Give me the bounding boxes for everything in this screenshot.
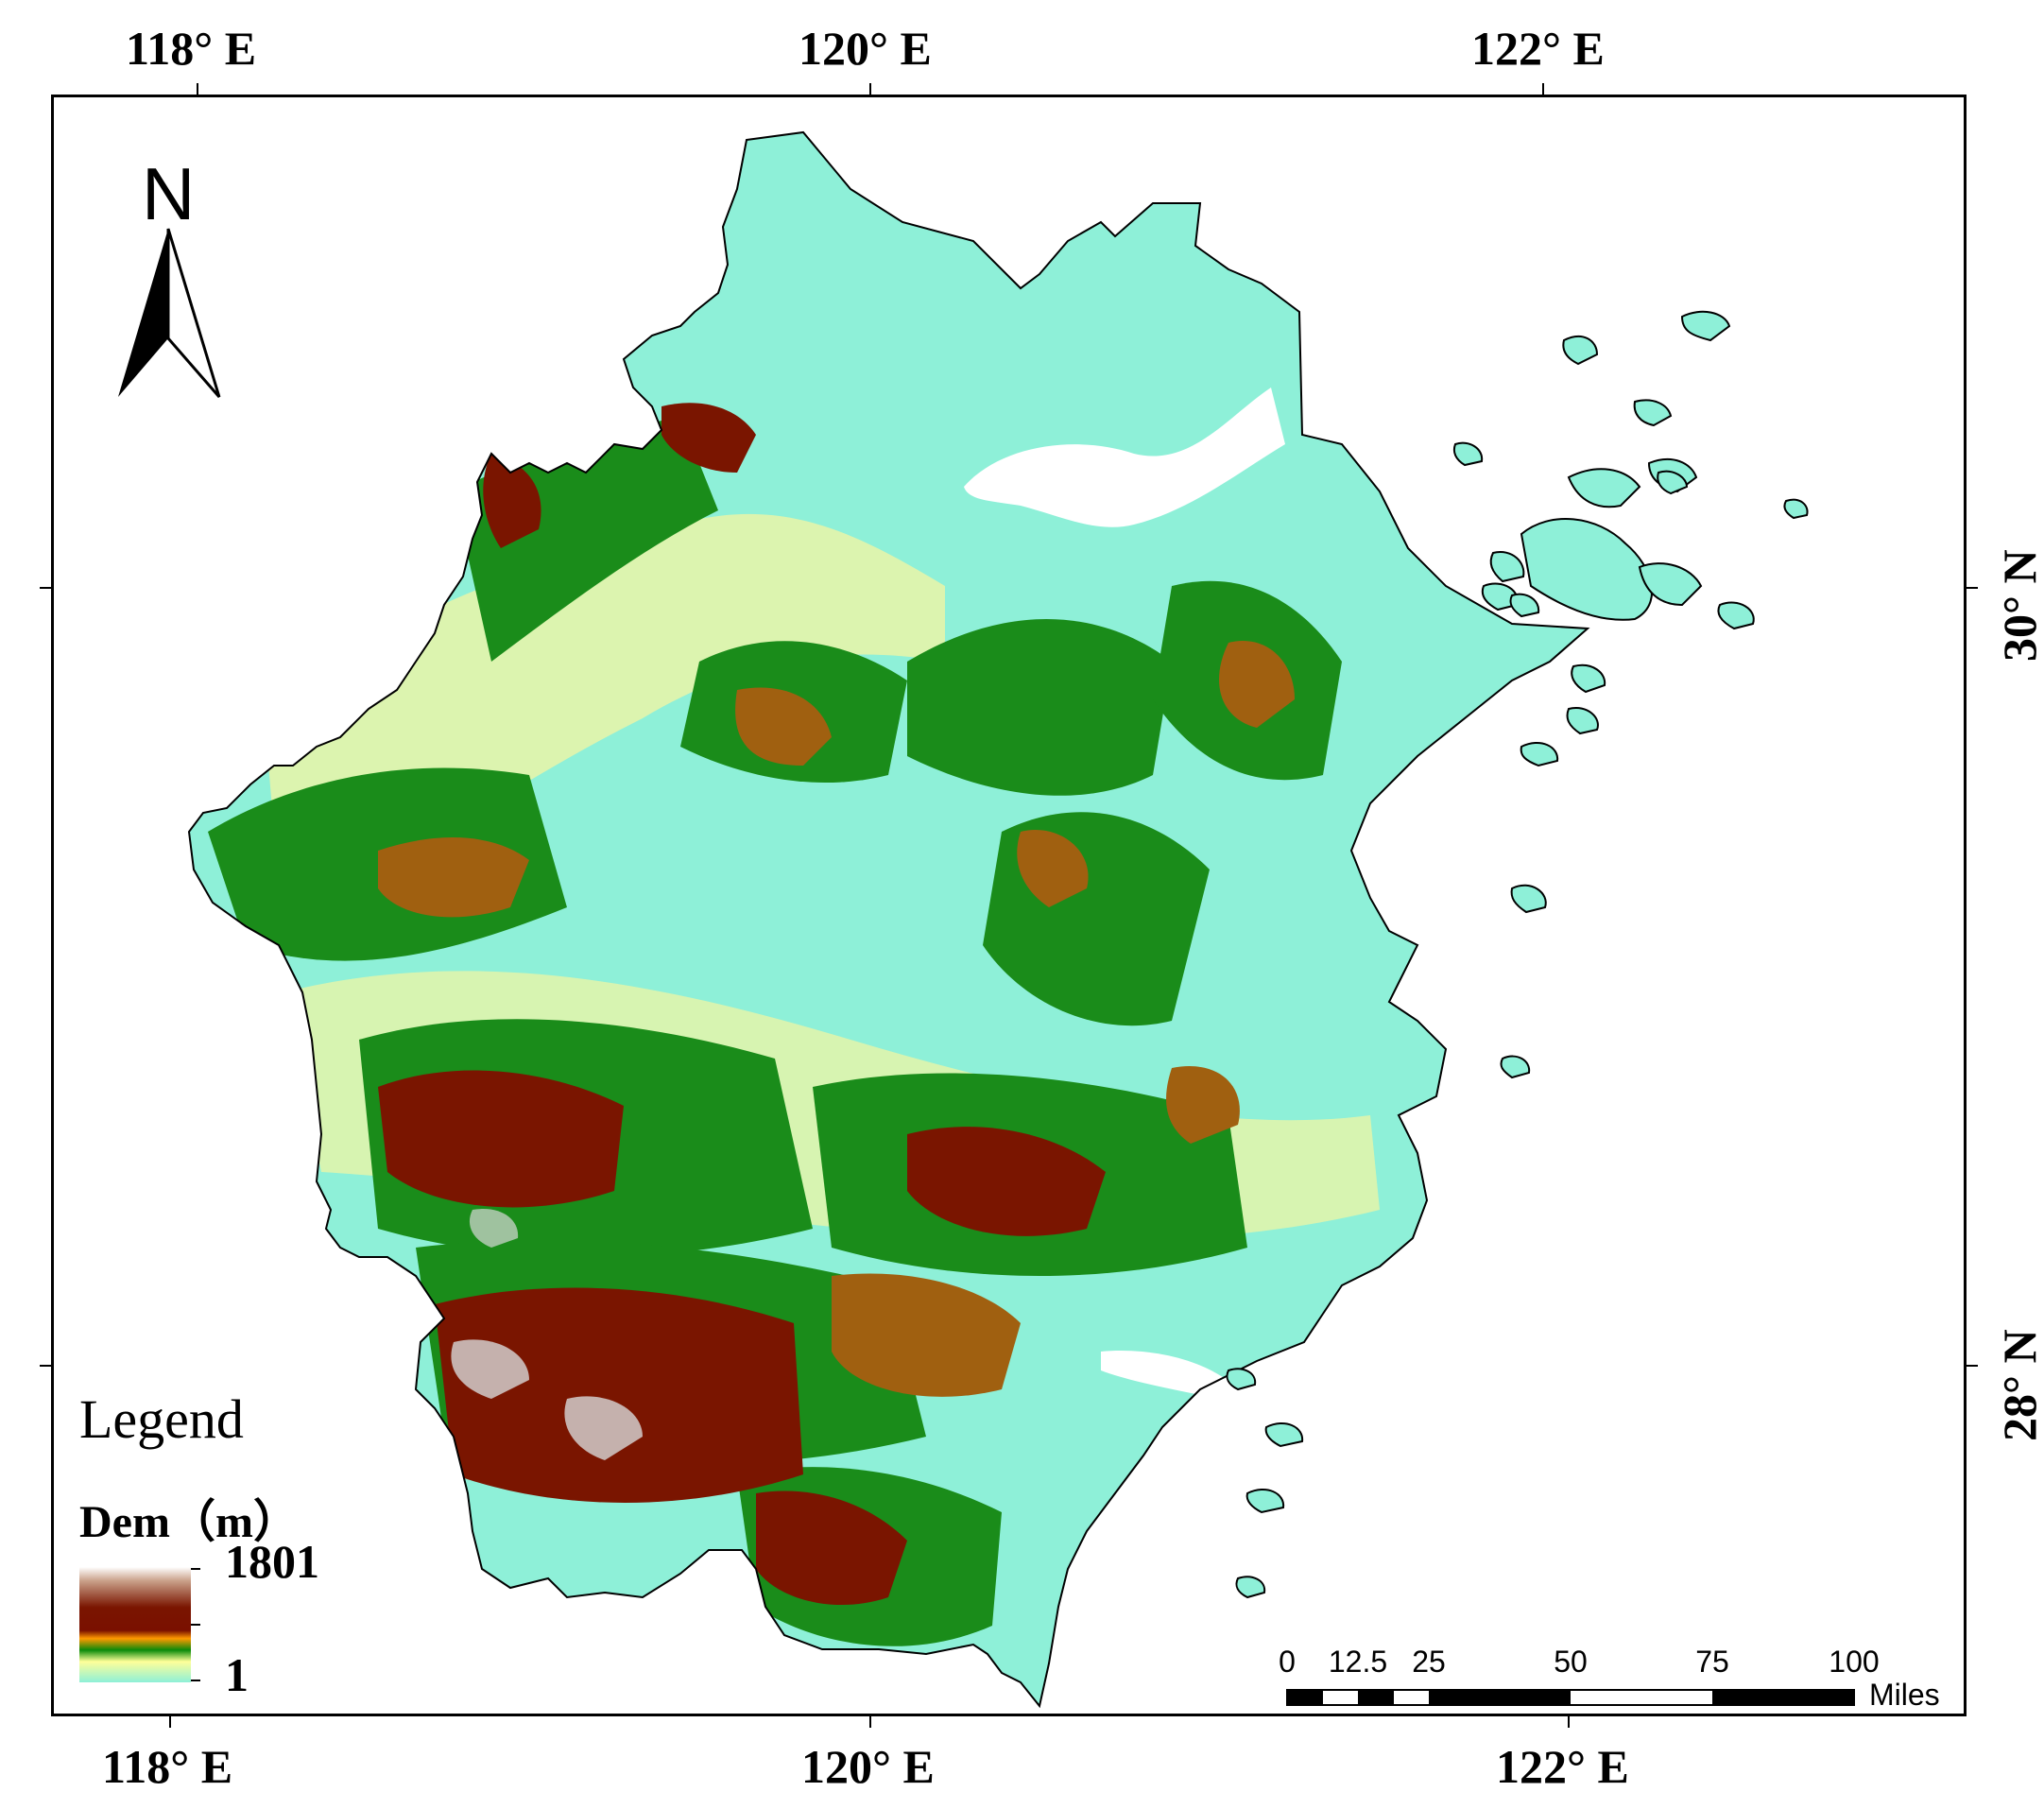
legend-subtitle: Dem（m）: [79, 1497, 299, 1547]
bottom-label-122e: 122° E: [1496, 1740, 1629, 1793]
legend-min-value: 1: [225, 1648, 249, 1701]
top-label-118e: 118° E: [126, 22, 257, 75]
province-outline: [187, 130, 1590, 1709]
scale-label-25: 25: [1412, 1645, 1446, 1679]
legend-ticks: [191, 1568, 200, 1681]
north-arrow-label: N: [142, 152, 196, 235]
bottom-label-120e: 120° E: [801, 1740, 935, 1793]
frame-ticks: [40, 83, 1978, 1728]
north-arrow-icon: [118, 228, 221, 398]
top-label-120e: 120° E: [799, 22, 932, 75]
map-frame: [51, 95, 1967, 1716]
scale-label-50: 50: [1554, 1645, 1588, 1679]
scale-label-100: 100: [1829, 1645, 1880, 1679]
legend-max-value: 1801: [225, 1535, 319, 1588]
scale-bar: [1286, 1689, 1855, 1706]
legend-title: Legend: [79, 1388, 244, 1450]
scale-label-12-5: 12.5: [1328, 1645, 1388, 1679]
top-label-122e: 122° E: [1471, 22, 1605, 75]
scale-label-0: 0: [1279, 1645, 1296, 1679]
legend-color-ramp: [79, 1567, 191, 1682]
islands: [1226, 310, 1809, 1599]
scale-label-75: 75: [1695, 1645, 1729, 1679]
bottom-label-118e: 118° E: [102, 1740, 233, 1793]
scale-unit: Miles: [1869, 1678, 1940, 1712]
terrain-layer: [189, 132, 1588, 1706]
